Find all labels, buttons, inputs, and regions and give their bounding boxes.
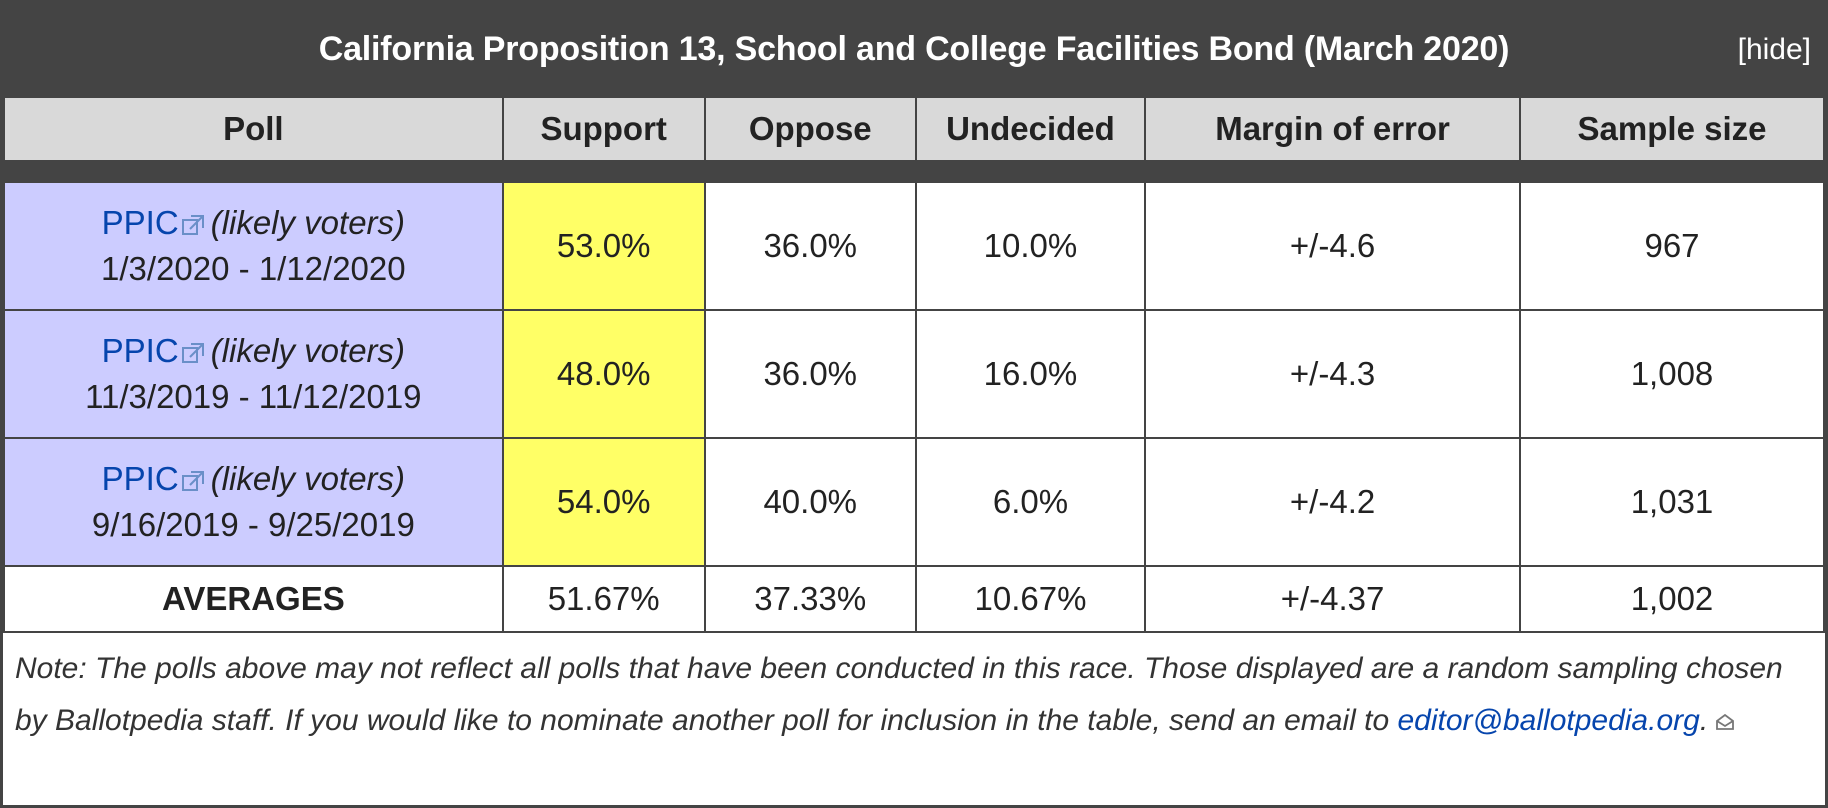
note-end: . xyxy=(1699,704,1709,737)
col-header-support: Support xyxy=(501,96,706,162)
mail-icon xyxy=(1716,713,1735,730)
external-link-icon xyxy=(181,215,204,236)
avg-undecided-value: 10.67% xyxy=(914,565,1147,633)
undecided-value: 6.0% xyxy=(914,437,1147,567)
poll-dates: 11/3/2019 - 11/12/2019 xyxy=(85,378,422,415)
voter-type: (likely voters) xyxy=(210,204,406,241)
col-header-margin: Margin of error xyxy=(1144,96,1522,162)
poll-cell: PPIC (likely voters) 1/3/2020 - 1/12/2020 xyxy=(3,181,504,311)
oppose-value: 40.0% xyxy=(703,437,917,567)
col-header-oppose: Oppose xyxy=(703,96,917,162)
undecided-value: 16.0% xyxy=(914,309,1147,439)
margin-value: +/-4.3 xyxy=(1144,309,1522,439)
undecided-value: 10.0% xyxy=(914,181,1147,311)
oppose-value: 36.0% xyxy=(703,181,917,311)
poll-cell: PPIC (likely voters) 9/16/2019 - 9/25/201… xyxy=(3,437,504,567)
voter-type: (likely voters) xyxy=(210,332,406,369)
poll-dates: 9/16/2019 - 9/25/2019 xyxy=(91,506,415,543)
col-header-poll: Poll xyxy=(3,96,504,162)
support-value: 48.0% xyxy=(501,309,706,439)
margin-value: +/-4.6 xyxy=(1144,181,1522,311)
avg-oppose-value: 37.33% xyxy=(703,565,917,633)
table-row: PPIC (likely voters) 1/3/2020 - 1/12/2020… xyxy=(3,181,1825,311)
polls-table: Poll Support Oppose Undecided Margin of … xyxy=(3,96,1825,633)
poll-cell: PPIC (likely voters) 11/3/2019 - 11/12/20… xyxy=(3,309,504,439)
pollster-link[interactable]: PPIC xyxy=(101,460,179,497)
voter-type: (likely voters) xyxy=(210,460,406,497)
avg-margin-value: +/-4.37 xyxy=(1144,565,1522,633)
table-row: PPIC (likely voters) 11/3/2019 - 11/12/20… xyxy=(3,309,1825,439)
col-header-undecided: Undecided xyxy=(914,96,1147,162)
column-header-row: Poll Support Oppose Undecided Margin of … xyxy=(3,96,1825,162)
avg-sample-value: 1,002 xyxy=(1519,565,1825,633)
table-note: Note: The polls above may not reflect al… xyxy=(3,633,1825,747)
oppose-value: 36.0% xyxy=(703,309,917,439)
external-link-icon xyxy=(181,471,204,492)
sample-value: 967 xyxy=(1519,181,1825,311)
support-value: 53.0% xyxy=(501,181,706,311)
email-link[interactable]: editor@ballotpedia.org xyxy=(1397,704,1700,737)
table-title-bar: California Proposition 13, School and Co… xyxy=(3,0,1825,96)
averages-label: AVERAGES xyxy=(3,565,504,633)
margin-value: +/-4.2 xyxy=(1144,437,1522,567)
hide-toggle[interactable]: [hide] xyxy=(1737,32,1811,66)
sample-value: 1,008 xyxy=(1519,309,1825,439)
header-divider xyxy=(3,160,1825,183)
support-value: 54.0% xyxy=(501,437,706,567)
col-header-sample: Sample size xyxy=(1519,96,1825,162)
avg-support-value: 51.67% xyxy=(501,565,706,633)
pollster-link[interactable]: PPIC xyxy=(101,332,179,369)
note-text: Note: The polls above may not reflect al… xyxy=(15,652,1783,737)
table-row: PPIC (likely voters) 9/16/2019 - 9/25/201… xyxy=(3,437,1825,567)
divider-cell xyxy=(3,160,1825,183)
table-title: California Proposition 13, School and Co… xyxy=(318,30,1510,68)
pollster-link[interactable]: PPIC xyxy=(101,204,179,241)
external-link-icon xyxy=(181,343,204,364)
poll-dates: 1/3/2020 - 1/12/2020 xyxy=(101,250,406,287)
sample-value: 1,031 xyxy=(1519,437,1825,567)
averages-row: AVERAGES 51.67% 37.33% 10.67% +/-4.37 1,… xyxy=(3,565,1825,633)
